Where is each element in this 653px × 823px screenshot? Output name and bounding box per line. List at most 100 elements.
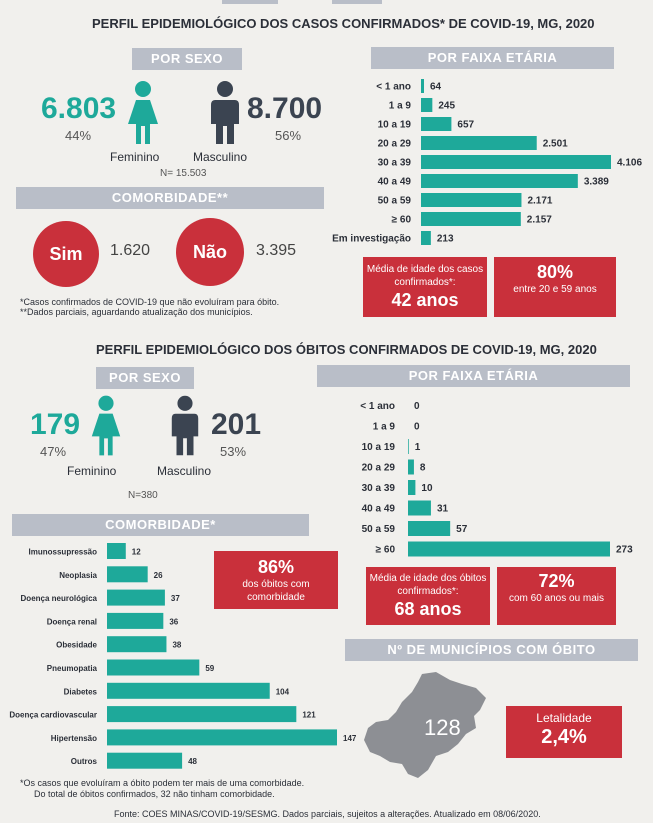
letalidade-value: 2,4% <box>541 726 587 748</box>
value-label: 0 <box>414 422 420 433</box>
value-label: 48 <box>188 757 197 766</box>
category-label: Obesidade <box>56 641 97 650</box>
deaths-sexo-header: POR SEXO <box>96 367 194 389</box>
cases-media-box: Média de idade dos casos confirmados*: 4… <box>363 257 487 317</box>
female-icon <box>128 81 158 144</box>
category-label: Doença cardiovascular <box>9 711 97 720</box>
deaths-comorb-header: COMORBIDADE* <box>12 514 309 536</box>
category-label: 1 a 9 <box>373 422 396 433</box>
cases-n: N= 15.503 <box>160 168 207 179</box>
category-label: Pneumopatia <box>47 664 98 673</box>
deaths-female-pct: 47% <box>40 444 67 459</box>
cases-sim-circle: Sim <box>33 221 99 287</box>
cases-sim-value: 1.620 <box>110 242 151 259</box>
deaths-female-count: 179 <box>30 408 81 441</box>
top-strip-left <box>222 0 278 4</box>
deaths-male-label: Masculino <box>157 464 212 478</box>
category-label: ≥ 60 <box>392 215 412 226</box>
cases-age-chart: < 1 ano 64 1 a 9 245 10 a 19 657 20 a 29 2.501 3… <box>332 79 642 245</box>
deaths-faixa-header: POR FAIXA ETÁRIA <box>317 365 630 387</box>
category-label: 30 a 39 <box>362 483 396 494</box>
bar <box>421 98 433 112</box>
bar <box>421 79 424 93</box>
value-label: 147 <box>343 734 357 743</box>
deaths-comorb-value: 86% <box>257 557 295 577</box>
bar <box>408 541 610 557</box>
bar <box>421 212 521 226</box>
bar <box>107 543 126 559</box>
bar <box>421 155 611 169</box>
deaths-footnote-1: *Os casos que evoluíram a óbito podem te… <box>20 778 305 788</box>
value-label: 31 <box>437 504 449 515</box>
value-label: 104 <box>276 687 290 696</box>
letalidade-box: Letalidade 2,4% <box>506 706 622 758</box>
value-label: 1 <box>415 442 421 453</box>
municipios-header: Nº DE MUNICÍPIOS COM ÓBITO <box>345 639 638 661</box>
bar <box>421 136 537 150</box>
cases-comorb-header: COMORBIDADE** <box>16 187 324 209</box>
cases-male-label: Masculino <box>193 150 248 164</box>
category-label: 10 a 19 <box>378 120 412 131</box>
female-icon <box>91 395 121 456</box>
category-label: Em investigação <box>332 234 411 245</box>
value-label: 3.389 <box>584 177 609 188</box>
deaths-age-chart: < 1 ano 0 1 a 9 0 10 a 19 1 20 a 29 8 30 a 39 10 4… <box>360 401 633 557</box>
cases-footnote-1: *Casos confirmados de COVID-19 que não e… <box>20 297 280 307</box>
cases-media-text: Média de idade dos casos confirmados*: <box>366 264 484 288</box>
deaths-media-text: Média de idade dos óbitos confirmados*: <box>369 573 487 597</box>
cases-pct-text: entre 20 e 59 anos <box>513 284 597 295</box>
value-label: 2.171 <box>527 196 552 207</box>
bar <box>421 231 431 245</box>
deaths-pct-text: com 60 anos ou mais <box>508 593 605 604</box>
bar <box>421 193 522 207</box>
bar <box>408 521 451 536</box>
cases-female-count: 6.803 <box>41 92 117 125</box>
bar <box>107 682 270 699</box>
value-label: 36 <box>169 617 178 626</box>
value-label: 64 <box>430 82 442 93</box>
value-label: 0 <box>414 401 420 412</box>
bar <box>107 566 148 583</box>
minas-gerais-map-icon <box>364 672 486 778</box>
bar <box>421 117 452 131</box>
deaths-comorb-text: dos óbitos com comorbidade <box>242 579 310 603</box>
cases-faixa-header: POR FAIXA ETÁRIA <box>371 47 614 69</box>
value-label: 245 <box>438 101 455 112</box>
cases-nao-label: Não <box>192 241 227 262</box>
cases-sim-label: Sim <box>49 243 83 264</box>
deaths-footnote-2: Do total de óbitos confirmados, 32 não t… <box>34 789 275 799</box>
bar <box>107 612 164 629</box>
value-label: 8 <box>420 463 426 474</box>
value-label: 121 <box>302 711 316 720</box>
category-label: Neoplasia <box>59 571 97 580</box>
cases-pct-box: 80% entre 20 e 59 anos <box>494 257 616 317</box>
deaths-female-label: Feminino <box>67 464 117 478</box>
value-label: 38 <box>172 641 181 650</box>
cases-female-label: Feminino <box>110 150 160 164</box>
bar <box>107 659 200 676</box>
deaths-media-value: 68 anos <box>394 599 462 619</box>
bar <box>107 589 165 606</box>
category-label: 50 a 59 <box>378 196 412 207</box>
bar <box>408 500 431 516</box>
cases-nao-value: 3.395 <box>256 242 297 259</box>
male-icon <box>211 81 239 144</box>
letalidade-label: Letalidade <box>536 711 592 725</box>
deaths-n: N=380 <box>128 490 158 501</box>
value-label: 59 <box>205 664 214 673</box>
cases-male-count: 8.700 <box>247 92 323 125</box>
value-label: 37 <box>171 594 180 603</box>
category-label: 1 a 9 <box>389 101 412 112</box>
cases-footnote-2: **Dados parciais, aguardando atualização… <box>20 307 253 317</box>
source-note: Fonte: COES MINAS/COVID-19/SESMG. Dados … <box>114 809 541 819</box>
value-label: 2.157 <box>527 215 552 226</box>
value-label: 12 <box>132 548 141 557</box>
municipios-value: 128 <box>424 715 461 740</box>
bar <box>107 729 337 746</box>
category-label: 10 a 19 <box>362 442 396 453</box>
category-label: 30 a 39 <box>378 158 412 169</box>
value-label: 26 <box>154 571 163 580</box>
value-label: 273 <box>616 545 633 556</box>
cases-title: PERFIL EPIDEMIOLÓGICO DOS CASOS CONFIRMA… <box>92 16 595 31</box>
cases-sexo-header: POR SEXO <box>132 48 242 70</box>
